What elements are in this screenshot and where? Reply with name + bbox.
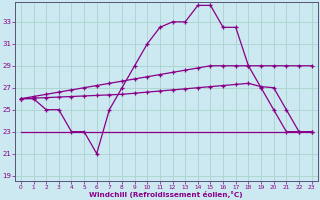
X-axis label: Windchill (Refroidissement éolien,°C): Windchill (Refroidissement éolien,°C) — [89, 191, 243, 198]
